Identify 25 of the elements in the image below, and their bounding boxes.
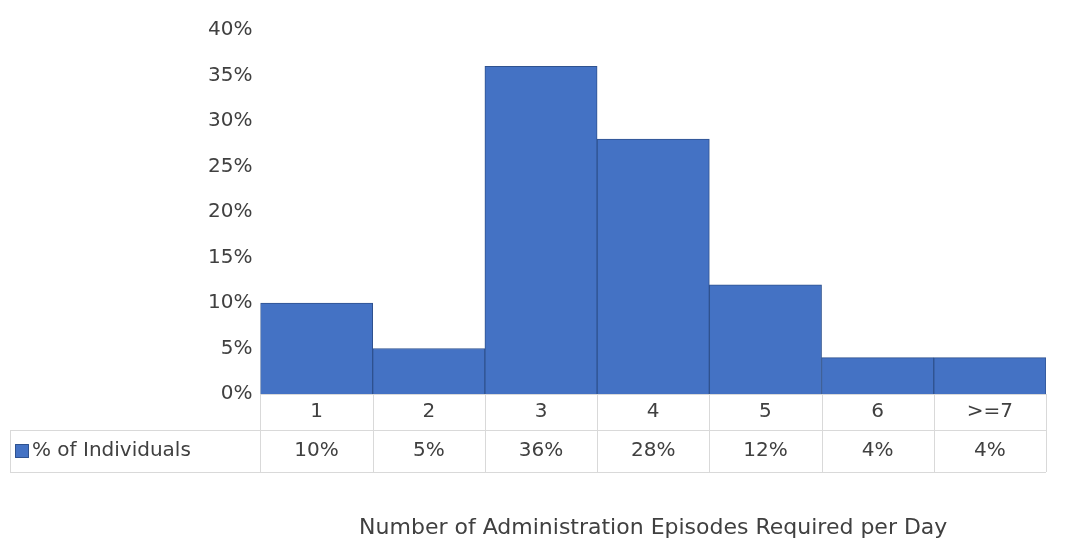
data-label: 10% — [294, 437, 339, 462]
data-label: 28% — [631, 437, 676, 462]
y-tick-label: 10% — [208, 289, 253, 314]
x-tick-label: 2 — [422, 398, 436, 423]
data-label: 5% — [412, 437, 445, 462]
y-tick-label: 35% — [208, 61, 253, 86]
x-tick-label: >=7 — [966, 398, 1014, 423]
x-axis-title: Number of Administration Episodes Required per Day — [359, 513, 948, 538]
x-tick-label: 5 — [759, 398, 772, 423]
y-tick-label: 15% — [208, 243, 253, 268]
x-tick-label: 6 — [871, 398, 885, 423]
y-tick-label: 25% — [208, 152, 253, 177]
y-tick-label: 5% — [220, 334, 253, 359]
legend-label: % of Individuals — [32, 437, 191, 462]
data-label: 4% — [861, 437, 894, 462]
x-tick-label: 4 — [646, 398, 660, 423]
x-tick-label: 1 — [310, 398, 323, 423]
data-label: 4% — [974, 437, 1006, 462]
x-tick-label: 3 — [534, 398, 548, 423]
y-tick-label: 30% — [208, 107, 253, 132]
y-tick-label: 0% — [220, 380, 253, 405]
data-label: 36% — [518, 437, 564, 462]
y-tick-label: 40% — [208, 16, 253, 41]
y-tick-label: 20% — [208, 198, 253, 223]
data-label: 12% — [743, 437, 788, 462]
